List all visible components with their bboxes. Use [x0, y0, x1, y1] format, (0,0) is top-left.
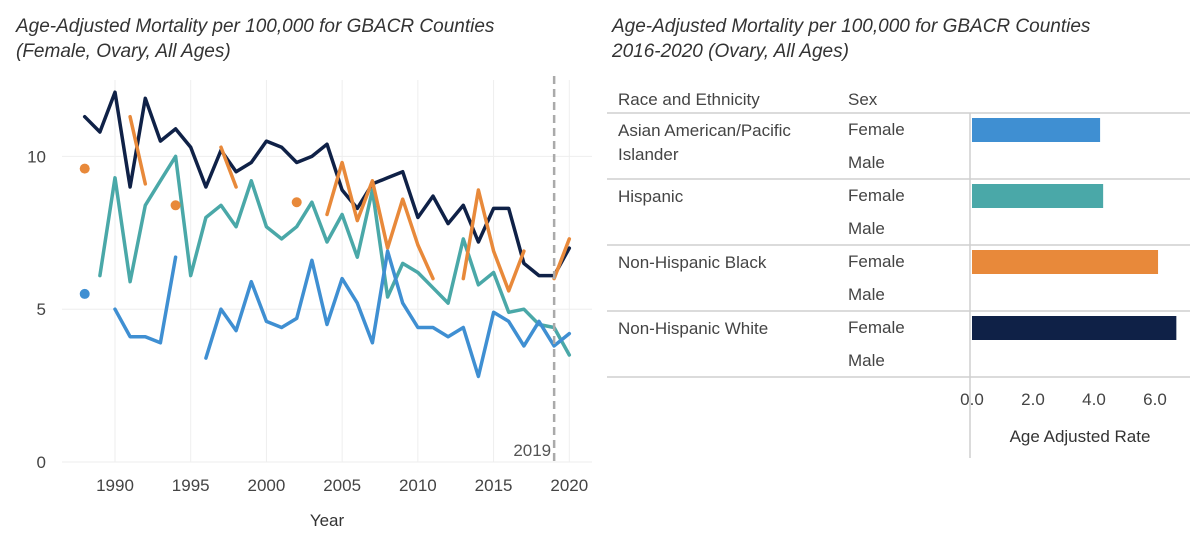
- black-data-point: [79, 163, 90, 174]
- left-chart-title-line2: (Female, Ovary, All Ages): [16, 41, 231, 62]
- race-label: Non-Hispanic White: [618, 319, 768, 338]
- black-series-line: [461, 188, 526, 293]
- column-header-sex: Sex: [848, 90, 878, 109]
- black-data-point: [291, 197, 302, 208]
- sex-label-female: Female: [848, 120, 905, 139]
- black-series-line: [552, 237, 572, 281]
- hispanic-series-line: [98, 154, 572, 357]
- x-tick-label: 2010: [399, 476, 437, 495]
- sex-label-female: Female: [848, 318, 905, 337]
- aapi-series-line: [113, 255, 178, 345]
- race-label: Asian American/Pacific: [618, 121, 791, 140]
- black-female-bar: [972, 250, 1159, 274]
- sex-label-female: Female: [848, 186, 905, 205]
- white-series-line: [82, 90, 572, 278]
- race-label-line2: Islander: [618, 145, 679, 164]
- right-chart-title-line2: 2016-2020 (Ovary, All Ages): [612, 41, 849, 62]
- x-tick-label: 2015: [475, 476, 513, 495]
- black-series-line: [219, 145, 238, 189]
- bar-chart-table[interactable]: Race and Ethnicity Sex Asian American/Paci…: [600, 0, 1200, 540]
- bar-x-tick-label: 6.0: [1143, 390, 1167, 409]
- x-tick-label: 1995: [172, 476, 210, 495]
- white-female-bar: [972, 316, 1177, 340]
- line-chart[interactable]: 0 5 10 1990 1995 2000 2005 2010 2015 2020 Year 2019: [0, 0, 600, 540]
- sex-label-male: Male: [848, 351, 885, 370]
- race-label: Hispanic: [618, 187, 684, 206]
- x-axis-title: Year: [310, 511, 345, 530]
- x-tick-label: 1990: [96, 476, 134, 495]
- sex-label-male: Male: [848, 285, 885, 304]
- column-header-race: Race and Ethnicity: [618, 90, 760, 109]
- bar-x-axis-title: Age Adjusted Rate: [1010, 427, 1151, 446]
- sex-label-female: Female: [848, 252, 905, 271]
- y-tick-label: 0: [37, 453, 46, 472]
- bar-x-tick-label: 2.0: [1021, 390, 1045, 409]
- reference-line-label: 2019: [513, 441, 551, 460]
- y-tick-label: 5: [37, 300, 46, 319]
- y-tick-label: 10: [27, 147, 46, 166]
- black-series-line: [128, 114, 148, 186]
- x-tick-label: 2005: [323, 476, 361, 495]
- left-chart-title-line1: Age-Adjusted Mortality per 100,000 for G…: [16, 16, 495, 37]
- x-tick-label: 2000: [248, 476, 286, 495]
- aapi-female-bar: [972, 118, 1101, 142]
- black-series-line: [325, 160, 435, 281]
- right-chart-title: Age-Adjusted Mortality per 100,000 for G…: [612, 14, 1090, 64]
- x-tick-label: 2020: [550, 476, 588, 495]
- hispanic-female-bar: [972, 184, 1104, 208]
- left-chart-title: Age-Adjusted Mortality per 100,000 for G…: [16, 14, 494, 64]
- race-label: Non-Hispanic Black: [618, 253, 767, 272]
- aapi-data-point: [79, 288, 90, 299]
- aapi-series-line: [204, 249, 572, 379]
- sex-label-male: Male: [848, 153, 885, 172]
- right-chart-title-line1: Age-Adjusted Mortality per 100,000 for G…: [612, 16, 1091, 37]
- bar-x-tick-label: 4.0: [1082, 390, 1106, 409]
- black-data-point: [170, 200, 181, 211]
- bar-x-tick-label: 0.0: [960, 390, 984, 409]
- sex-label-male: Male: [848, 219, 885, 238]
